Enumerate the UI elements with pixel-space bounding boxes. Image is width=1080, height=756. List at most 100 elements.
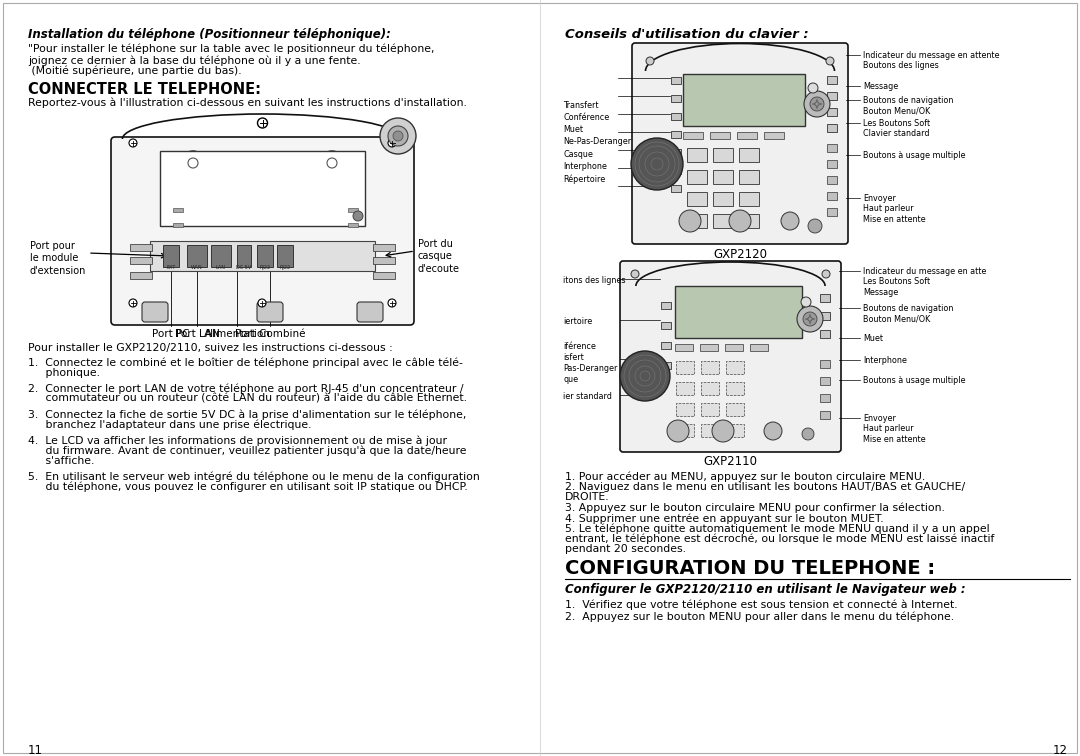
Bar xyxy=(671,113,681,120)
Text: Boutons de navigation
Bouton Menu/OK: Boutons de navigation Bouton Menu/OK xyxy=(863,304,954,324)
Bar xyxy=(713,148,733,162)
Bar xyxy=(257,245,273,267)
Bar xyxy=(676,382,694,395)
Text: s'affiche.: s'affiche. xyxy=(28,456,94,466)
Text: Boutons de navigation
Bouton Menu/OK: Boutons de navigation Bouton Menu/OK xyxy=(863,96,954,116)
Text: pendant 20 secondes.: pendant 20 secondes. xyxy=(565,544,686,554)
Circle shape xyxy=(620,351,670,401)
Circle shape xyxy=(631,138,683,190)
Text: Envoyer
Haut parleur
Mise en attente: Envoyer Haut parleur Mise en attente xyxy=(863,414,926,444)
Bar xyxy=(187,245,207,267)
Text: 2. Naviguez dans le menu en utilisant les boutons HAUT/BAS et GAUCHE/: 2. Naviguez dans le menu en utilisant le… xyxy=(565,482,966,491)
Text: Indicateur du message en atte
Les Boutons Soft
Message: Indicateur du message en atte Les Bouton… xyxy=(863,267,986,297)
Text: Port PC: Port PC xyxy=(152,329,190,339)
Text: LAN: LAN xyxy=(216,265,226,270)
Bar xyxy=(726,361,744,374)
Bar xyxy=(739,192,759,206)
Bar xyxy=(726,403,744,416)
Bar xyxy=(671,77,681,84)
Bar xyxy=(750,344,768,351)
Bar xyxy=(675,286,802,338)
Bar xyxy=(676,424,694,437)
Bar xyxy=(676,403,694,416)
FancyBboxPatch shape xyxy=(111,137,414,325)
Bar xyxy=(661,302,671,309)
Text: branchez l'adaptateur dans une prise électrique.: branchez l'adaptateur dans une prise éle… xyxy=(28,420,311,430)
Circle shape xyxy=(257,118,268,128)
Bar xyxy=(173,208,183,212)
Bar xyxy=(739,214,759,228)
Text: 1.  Connectez le combiné et le boîtier de téléphone principal avec le câble télé: 1. Connectez le combiné et le boîtier de… xyxy=(28,357,463,367)
Bar xyxy=(827,176,837,184)
Bar xyxy=(671,185,681,192)
Text: "Pour installer le téléphone sur la table avec le positionneur du téléphone,: "Pour installer le téléphone sur la tabl… xyxy=(28,44,434,54)
Text: Port pour
le module
d'extension: Port pour le module d'extension xyxy=(30,241,86,276)
FancyBboxPatch shape xyxy=(141,302,168,322)
Bar xyxy=(675,344,693,351)
Bar xyxy=(701,403,719,416)
Bar xyxy=(671,131,681,138)
Text: Reportez-vous à l'illustration ci-dessous en suivant les instructions d'installa: Reportez-vous à l'illustration ci-dessou… xyxy=(28,98,467,109)
Text: phonique.: phonique. xyxy=(28,367,100,377)
Bar xyxy=(687,170,707,184)
Text: EXT: EXT xyxy=(166,265,176,270)
Circle shape xyxy=(181,151,205,175)
Bar xyxy=(827,192,837,200)
Text: itons des lignes: itons des lignes xyxy=(563,276,625,285)
Circle shape xyxy=(808,83,818,93)
Bar xyxy=(820,294,831,302)
Bar xyxy=(700,344,718,351)
Bar xyxy=(701,361,719,374)
Bar xyxy=(661,362,671,369)
Text: commutateur ou un routeur (côté LAN du routeur) à l'aide du câble Ethernet.: commutateur ou un routeur (côté LAN du r… xyxy=(28,394,467,404)
Text: Interphone: Interphone xyxy=(863,356,907,365)
Bar xyxy=(671,167,681,174)
Circle shape xyxy=(258,299,266,307)
Bar xyxy=(726,382,744,395)
Text: 1. Pour accéder au MENU, appuyez sur le bouton circulaire MENU.: 1. Pour accéder au MENU, appuyez sur le … xyxy=(565,471,926,482)
Circle shape xyxy=(646,57,654,65)
Circle shape xyxy=(129,139,137,147)
Text: Muet: Muet xyxy=(863,334,883,343)
Text: Envoyer
Haut parleur
Mise en attente: Envoyer Haut parleur Mise en attente xyxy=(863,194,926,224)
Text: 2.  Connecter le port LAN de votre téléphone au port RJ-45 d'un concentrateur /: 2. Connecter le port LAN de votre téléph… xyxy=(28,383,463,394)
Bar xyxy=(671,149,681,156)
Bar xyxy=(820,330,831,338)
Bar xyxy=(820,377,831,385)
Bar xyxy=(373,272,395,279)
Bar xyxy=(683,74,805,126)
Circle shape xyxy=(188,158,198,168)
Circle shape xyxy=(808,219,822,233)
Circle shape xyxy=(388,299,396,307)
Text: Alimentation: Alimentation xyxy=(203,329,270,339)
Bar xyxy=(687,214,707,228)
Text: Configurer le GXP2120/2110 en utilisant le Navigateur web :: Configurer le GXP2120/2110 en utilisant … xyxy=(565,583,966,596)
Text: Indicateur du message en attente
Boutons des lignes: Indicateur du message en attente Boutons… xyxy=(863,51,999,70)
Bar xyxy=(683,132,703,139)
Bar xyxy=(820,411,831,419)
FancyBboxPatch shape xyxy=(257,302,283,322)
Text: Transfert
Conférence
Muet
Ne-Pas-Deranger
Casque
Interphone
Répertoire: Transfert Conférence Muet Ne-Pas-Derange… xyxy=(563,101,631,184)
Text: entrant, le téléphone est décroché, ou lorsque le mode MENU est laissé inactif: entrant, le téléphone est décroché, ou l… xyxy=(565,534,995,544)
Circle shape xyxy=(380,118,416,154)
Bar xyxy=(827,76,837,84)
Circle shape xyxy=(801,297,811,307)
Bar xyxy=(820,394,831,402)
Bar xyxy=(726,424,744,437)
Bar xyxy=(348,223,357,227)
Text: 1.  Vérifiez que votre téléphone est sous tension et connecté à Internet.: 1. Vérifiez que votre téléphone est sous… xyxy=(565,599,958,609)
Bar xyxy=(737,132,757,139)
Text: DROITE.: DROITE. xyxy=(565,492,609,502)
Bar xyxy=(827,160,837,168)
Text: Installation du téléphone (Positionneur téléphonique):: Installation du téléphone (Positionneur … xyxy=(28,28,391,41)
Text: GXP2110: GXP2110 xyxy=(703,455,757,468)
Text: 4.  Le LCD va afficher les informations de provisionnement ou de mise à jour: 4. Le LCD va afficher les informations d… xyxy=(28,435,447,445)
FancyBboxPatch shape xyxy=(620,261,841,452)
Text: 3. Appuyez sur le bouton circulaire MENU pour confirmer la sélection.: 3. Appuyez sur le bouton circulaire MENU… xyxy=(565,503,945,513)
Text: Boutons à usage multiple: Boutons à usage multiple xyxy=(863,151,966,160)
Text: Message: Message xyxy=(863,82,899,91)
Circle shape xyxy=(631,270,639,278)
Text: iférence
isfert
Pas-Deranger
que: iférence isfert Pas-Deranger que xyxy=(563,342,618,384)
Bar xyxy=(348,208,357,212)
Circle shape xyxy=(129,299,137,307)
